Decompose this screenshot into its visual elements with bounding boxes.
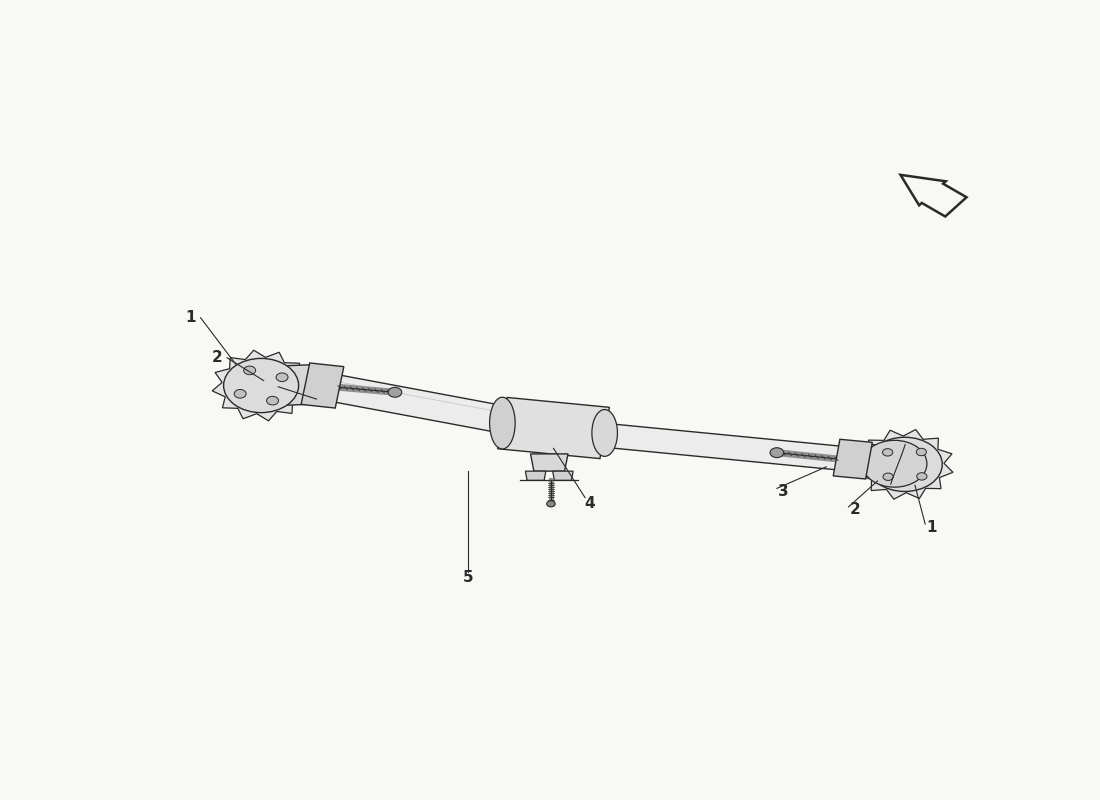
Polygon shape xyxy=(535,402,573,453)
Circle shape xyxy=(223,358,298,413)
Polygon shape xyxy=(570,410,606,450)
Polygon shape xyxy=(268,365,318,406)
Circle shape xyxy=(916,448,926,456)
Polygon shape xyxy=(901,175,967,217)
Text: 4: 4 xyxy=(584,496,595,511)
Circle shape xyxy=(276,373,288,382)
Polygon shape xyxy=(526,471,546,480)
Text: 1: 1 xyxy=(927,520,937,534)
Circle shape xyxy=(388,387,401,398)
Circle shape xyxy=(882,449,893,456)
Text: 2: 2 xyxy=(850,502,860,518)
Ellipse shape xyxy=(490,398,515,449)
Text: 3: 3 xyxy=(263,379,273,394)
Text: 1: 1 xyxy=(185,310,196,326)
Circle shape xyxy=(770,448,783,458)
Polygon shape xyxy=(212,350,310,421)
Polygon shape xyxy=(497,398,609,458)
Polygon shape xyxy=(301,363,344,408)
Circle shape xyxy=(266,396,278,405)
Circle shape xyxy=(244,366,255,374)
Ellipse shape xyxy=(592,410,617,456)
Polygon shape xyxy=(316,372,530,437)
Circle shape xyxy=(862,440,927,487)
Polygon shape xyxy=(857,430,953,499)
Circle shape xyxy=(234,390,246,398)
Polygon shape xyxy=(530,454,568,471)
Text: 5: 5 xyxy=(463,570,474,586)
Circle shape xyxy=(883,473,893,481)
Text: 2: 2 xyxy=(211,350,222,366)
Polygon shape xyxy=(500,401,538,450)
Polygon shape xyxy=(579,421,856,471)
Polygon shape xyxy=(581,418,605,448)
Polygon shape xyxy=(552,471,573,480)
Polygon shape xyxy=(854,443,899,479)
Circle shape xyxy=(867,438,943,491)
Circle shape xyxy=(547,501,556,507)
Text: 3: 3 xyxy=(779,484,789,499)
Polygon shape xyxy=(833,439,872,479)
Circle shape xyxy=(916,473,927,480)
